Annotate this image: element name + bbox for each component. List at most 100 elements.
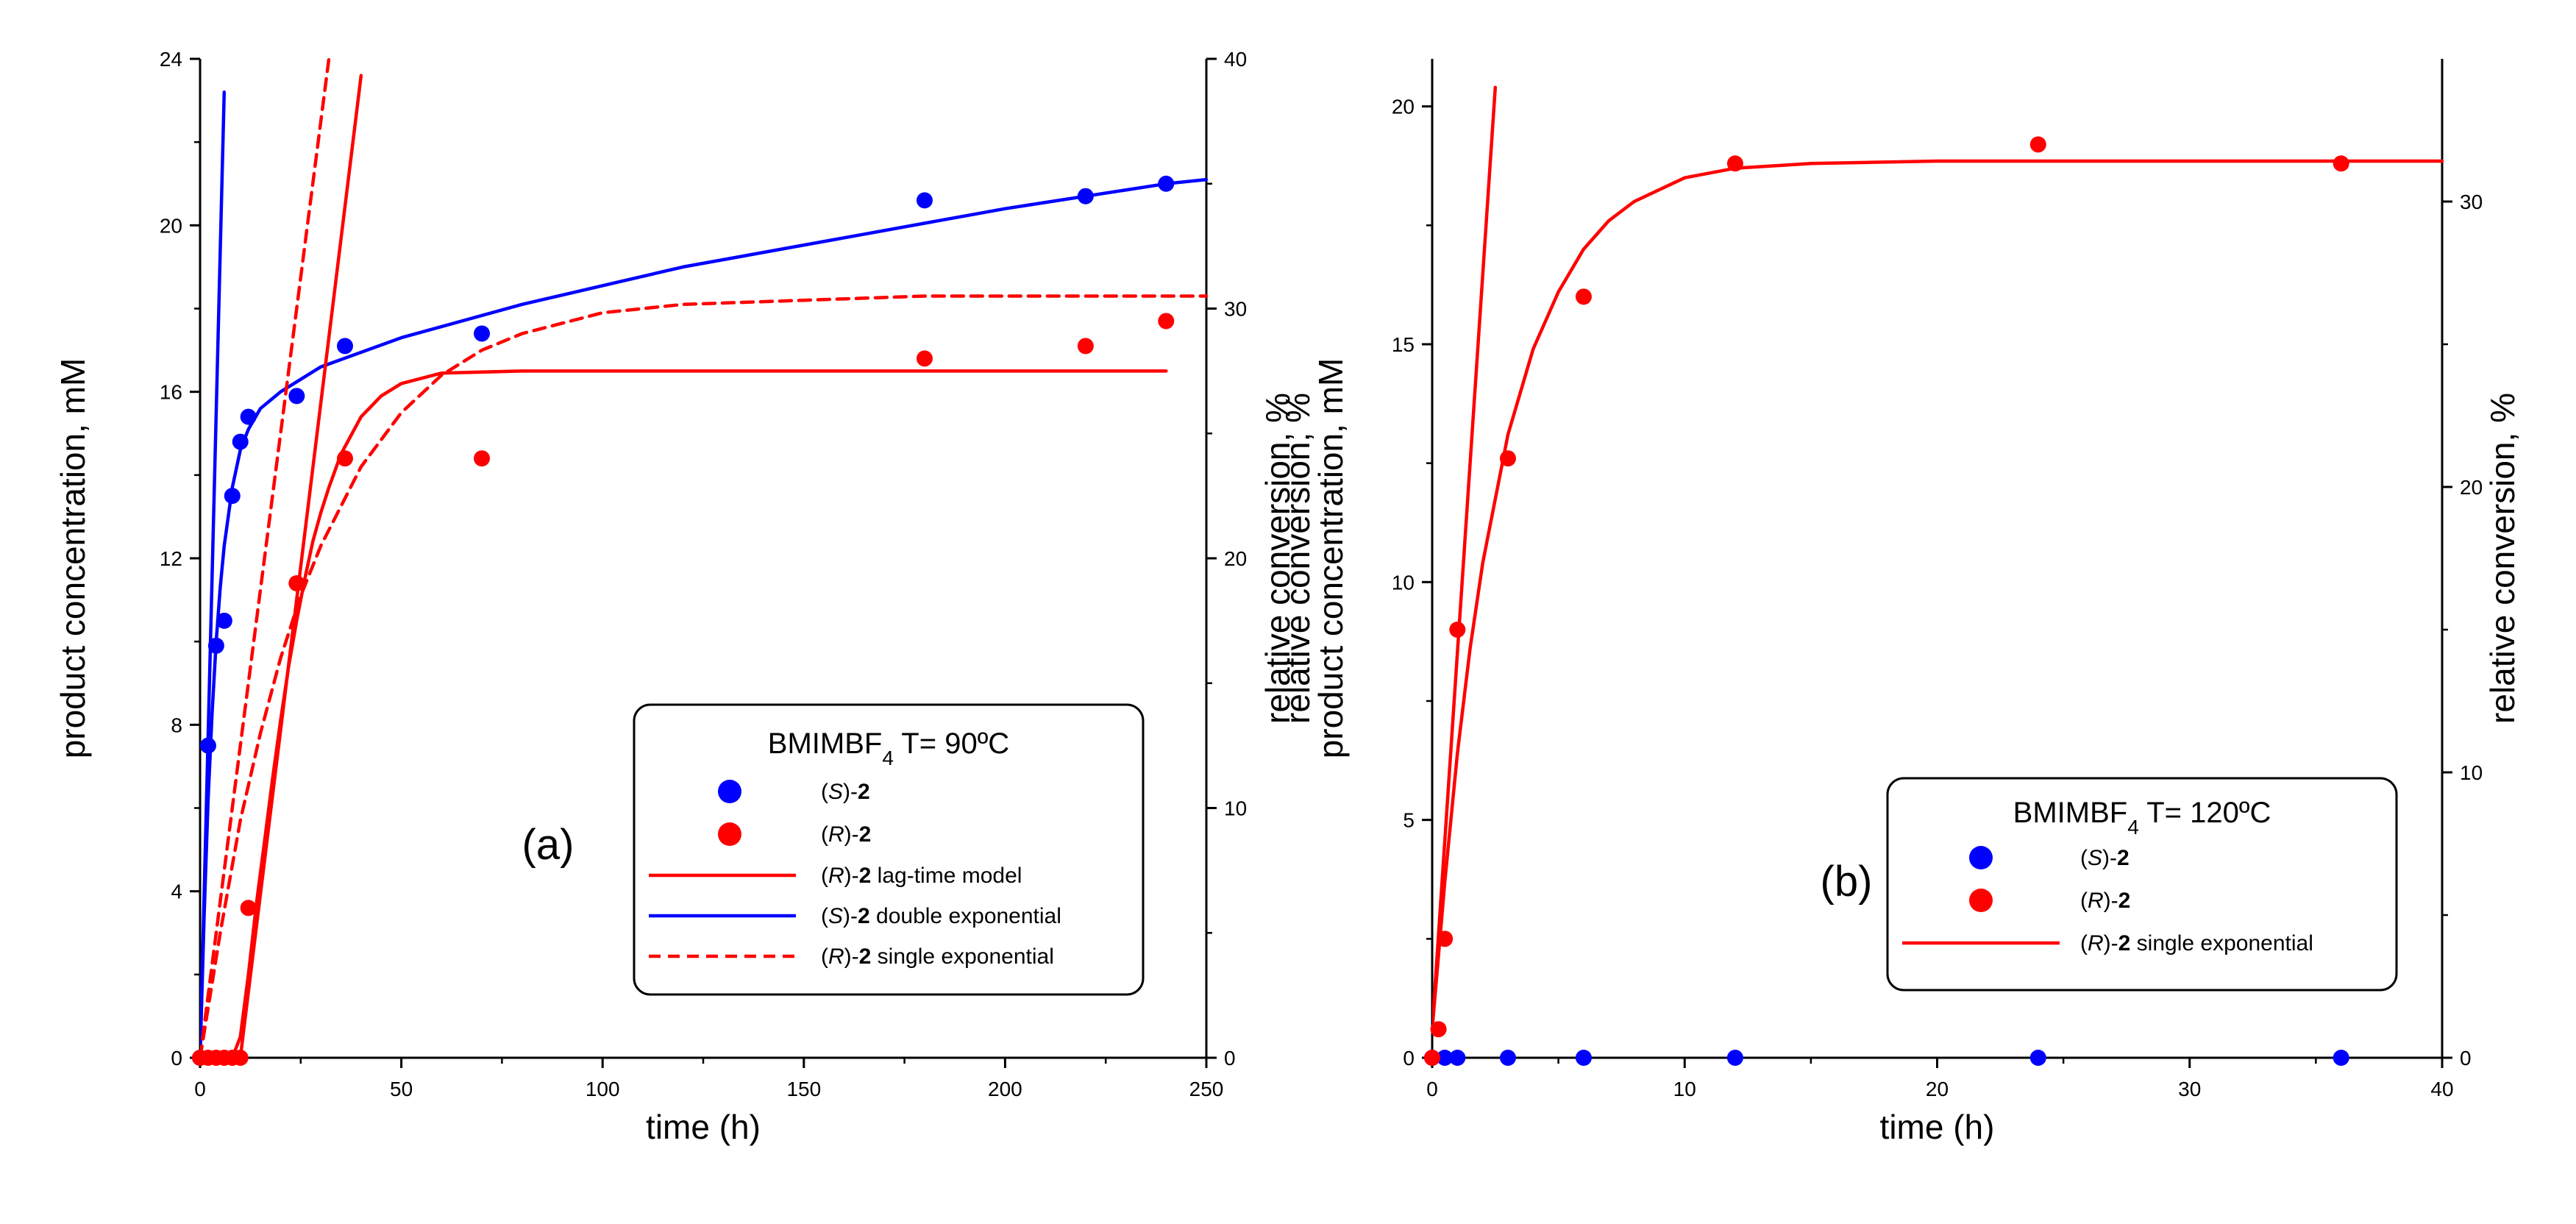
data-point-s2 (288, 388, 305, 405)
data-point-s2 (1449, 1050, 1466, 1066)
x-tick-label: 150 (786, 1078, 821, 1100)
legend-entry-label: (R)-2 (2080, 889, 2130, 913)
legend-title-main: BMIMBF (768, 727, 883, 760)
data-point-r2 (1424, 1050, 1440, 1066)
data-point-s2 (2029, 1050, 2046, 1066)
legend-entry-label: (R)-2 single exponential (821, 944, 1054, 969)
y2-tick-label: 20 (2460, 476, 2483, 499)
x-tick-label: 200 (988, 1078, 1022, 1100)
y2-tick-label: 10 (2460, 761, 2483, 784)
y-tick-label: 5 (1403, 809, 1415, 832)
legend-title-sub: 4 (2127, 816, 2139, 839)
y-tick-label: 0 (171, 1047, 182, 1070)
y-tick-label: 20 (160, 214, 182, 237)
y-axis-label-extra: relative conversion, % (1278, 393, 1317, 724)
y-tick-label: 10 (1392, 571, 1415, 594)
legend-entry-label: (S)-2 double exponential (821, 904, 1061, 928)
data-points (1424, 136, 2349, 1066)
legend-title-rest: T= 90ºC (894, 727, 1009, 760)
y-tick-label: 4 (171, 880, 182, 903)
y-tick-label: 24 (160, 48, 182, 71)
data-point-r2 (1158, 313, 1175, 330)
legend-entry-label: (R)-2 (821, 822, 871, 847)
data-point-s2 (232, 433, 249, 450)
data-point-s2 (336, 338, 353, 355)
x-axis-label: time (h) (1880, 1108, 1995, 1146)
x-tick-label: 0 (1426, 1078, 1438, 1100)
data-point-s2 (207, 637, 224, 654)
data-point-s2 (2333, 1050, 2349, 1066)
y2-tick-label: 30 (1224, 298, 1247, 321)
x-tick-label: 30 (2178, 1078, 2201, 1100)
legend-marker (1969, 889, 1993, 912)
y2-tick-label: 40 (1224, 48, 1247, 71)
data-point-s2 (240, 408, 257, 425)
panel-b: 0 10 20 30 40 0 5 10 15 20 0 10 20 30 time (h) product … (1278, 59, 2522, 1146)
x-tick-label: 20 (1926, 1078, 1949, 1100)
y-tick-label: 15 (1392, 333, 1415, 356)
x-axis-label: time (h) (646, 1108, 761, 1146)
data-point-r2 (336, 450, 353, 467)
data-point-r2 (240, 900, 257, 917)
y2-tick-label: 30 (2460, 191, 2483, 213)
legend-marker (718, 780, 741, 803)
data-point-s2 (199, 737, 216, 754)
data-point-r2 (232, 1050, 249, 1066)
y-tick-label: 20 (1392, 96, 1415, 118)
data-point-r2 (1499, 450, 1516, 467)
data-point-r2 (916, 350, 933, 367)
y2-tick-label: 0 (1224, 1047, 1236, 1070)
fit-line--r-2-single-exponential (1432, 159, 2444, 1031)
x-tick-label: 50 (390, 1078, 413, 1100)
data-point-s2 (1575, 1050, 1592, 1066)
x-tick-label: 0 (194, 1078, 206, 1100)
legend-title-main: BMIMBF (2013, 797, 2128, 829)
data-point-s2 (474, 325, 491, 342)
data-point-r2 (1575, 288, 1592, 305)
y-axis-label: product concentration, mM (54, 358, 92, 759)
data-point-r2 (1430, 1021, 1447, 1038)
y-axis-label: product concentration, mM (1312, 358, 1350, 759)
legend-title: BMIMBF4 T= 120ºC (2013, 797, 2271, 839)
x-tick-label: 40 (2430, 1078, 2453, 1100)
data-point-s2 (916, 192, 933, 209)
fit-line--s-2-initial-slope (200, 90, 227, 1060)
data-point-r2 (1726, 155, 1743, 172)
legend-entry-label: (S)-2 (2080, 846, 2130, 870)
data-point-r2 (474, 450, 491, 467)
data-point-s2 (224, 488, 241, 505)
y2-axis-label: relative conversion, % (1259, 393, 1297, 724)
panel-label: (b) (1821, 858, 1873, 905)
legend-box (633, 703, 1145, 996)
legend-title: BMIMBF4 T= 90ºC (768, 727, 1009, 769)
y-tick-label: 8 (171, 714, 182, 736)
data-point-r2 (1077, 338, 1094, 355)
legend-box (1886, 777, 2398, 992)
data-point-s2 (1726, 1050, 1743, 1066)
x-tick-label: 10 (1673, 1078, 1696, 1100)
fit-line--r-2-single-exponential-initial-slope (200, 57, 331, 1060)
data-point-s2 (1499, 1050, 1516, 1066)
panel-label: (a) (522, 821, 574, 869)
legend-marker (1969, 846, 1993, 869)
y2-tick-label: 10 (1224, 797, 1247, 820)
data-point-r2 (1449, 622, 1466, 638)
data-point-s2 (1437, 1050, 1454, 1066)
data-point-r2 (2029, 136, 2046, 153)
fit-line--r-2-lag-time-model (200, 369, 1168, 1060)
y-tick-label: 12 (160, 547, 182, 570)
fit-line--r-2-lag-time-initial-slope (238, 74, 363, 1060)
fit-line--r-2-single-exponential-initial-slope (1432, 85, 1498, 1031)
data-point-s2 (1077, 188, 1094, 204)
x-tick-label: 250 (1189, 1078, 1224, 1100)
legend-entry-label: (S)-2 (821, 780, 870, 804)
panel-a: 0 50 100 150 200 25004812162024010203040time … (54, 48, 1297, 1146)
fit-line--r-2-single-exponential (200, 294, 1209, 1060)
data-point-s2 (216, 612, 232, 629)
y-tick-label: 16 (160, 381, 182, 404)
data-point-r2 (288, 574, 305, 591)
legend-title-rest: T= 120ºC (2139, 797, 2271, 829)
y2-axis-label: relative conversion, % (2483, 393, 2522, 724)
legend-entry-label: (R)-2 single exponential (2080, 931, 2313, 956)
